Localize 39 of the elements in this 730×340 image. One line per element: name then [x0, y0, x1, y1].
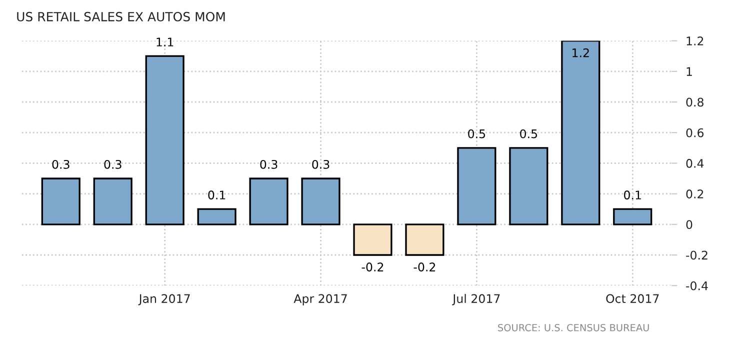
y-tick-label: 0.6	[686, 128, 704, 138]
data-label: 0.1	[624, 190, 641, 200]
bar	[93, 178, 132, 226]
y-tick-label: 1.2	[686, 36, 704, 46]
data-label: 1.2	[572, 48, 589, 58]
bar	[457, 147, 496, 226]
y-tick-label: 0.4	[686, 158, 704, 168]
x-tick-label: Oct 2017	[606, 294, 659, 304]
bar	[353, 224, 392, 256]
x-tick-label: Apr 2017	[294, 294, 347, 306]
x-tick-label: Jul 2017	[452, 294, 500, 306]
source-note: SOURCE: U.S. CENSUS BUREAU	[498, 324, 649, 332]
data-label: -0.2	[362, 262, 384, 272]
data-label: 0.1	[208, 190, 226, 200]
bar	[145, 55, 184, 226]
data-label: 0.3	[104, 160, 122, 169]
bar	[301, 178, 340, 226]
data-label: 0.3	[52, 160, 70, 169]
data-label: 0.3	[260, 160, 278, 169]
bar	[41, 178, 80, 226]
data-label: 0.3	[312, 160, 330, 169]
y-tick-label: -0.2	[686, 250, 708, 260]
bar	[613, 208, 652, 226]
y-tick-label: 0	[686, 220, 692, 230]
bar	[197, 208, 236, 226]
bar	[405, 224, 444, 256]
y-tick-label: -0.4	[686, 281, 708, 290]
y-tick-label: 0.8	[686, 98, 704, 107]
bar	[509, 147, 548, 226]
data-label: 1.1	[156, 38, 174, 46]
x-tick-label: Jan 2017	[138, 294, 190, 306]
data-label: 0.5	[468, 129, 486, 138]
chart-title: US RETAIL SALES EX AUTOS MOM	[17, 12, 225, 22]
y-tick-label: 1	[686, 67, 692, 76]
y-tick-label: 0.2	[686, 190, 704, 198]
bar	[249, 178, 288, 226]
data-label: -0.2	[414, 262, 436, 272]
data-label: 0.5	[520, 129, 538, 138]
bar	[561, 40, 600, 226]
